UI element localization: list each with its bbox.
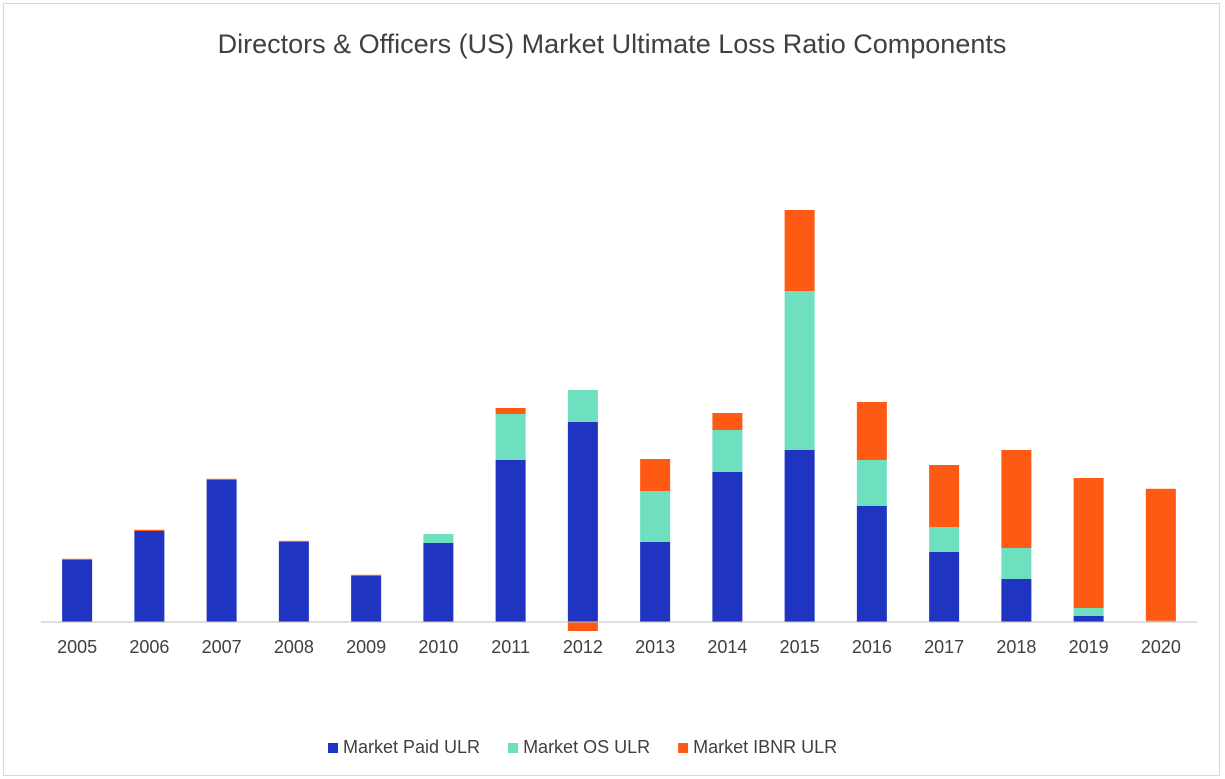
bar-segment bbox=[278, 540, 309, 542]
bar-segment bbox=[351, 574, 382, 576]
legend-label: Market IBNR ULR bbox=[693, 737, 837, 757]
bar-segment bbox=[1145, 488, 1176, 621]
bar-segment bbox=[495, 460, 526, 622]
bar-segment bbox=[134, 529, 165, 531]
x-tick-label: 2011 bbox=[491, 637, 530, 657]
x-tick-label: 2006 bbox=[129, 637, 169, 657]
x-tick-label: 2017 bbox=[924, 637, 964, 657]
x-tick-label: 2013 bbox=[635, 637, 675, 657]
bar-segment bbox=[495, 408, 526, 414]
bar-segment bbox=[567, 622, 598, 631]
bar-segment bbox=[929, 552, 960, 622]
bar-segment bbox=[1001, 450, 1032, 548]
bar-segment bbox=[1073, 478, 1104, 608]
x-tick-label: 2019 bbox=[1069, 637, 1109, 657]
bar-segment bbox=[1145, 620, 1176, 622]
bar-segment bbox=[784, 291, 815, 450]
legend-label: Market Paid ULR bbox=[343, 737, 480, 757]
x-tick-label: 2007 bbox=[202, 637, 242, 657]
x-tick-label: 2008 bbox=[274, 637, 314, 657]
bar-segment bbox=[495, 414, 526, 460]
legend-label: Market OS ULR bbox=[523, 737, 650, 757]
bar-segment bbox=[1001, 548, 1032, 579]
x-tick-label: 2015 bbox=[780, 637, 820, 657]
bar-segment bbox=[929, 465, 960, 527]
bar-segment bbox=[784, 210, 815, 291]
bar-segment bbox=[62, 558, 93, 560]
bar-segment bbox=[929, 527, 960, 552]
bar-segment bbox=[351, 576, 382, 622]
x-tick-label: 2014 bbox=[707, 637, 747, 657]
bar-segment bbox=[784, 450, 815, 622]
x-tick-label: 2009 bbox=[346, 637, 386, 657]
bar-segment bbox=[278, 542, 309, 622]
bar-segment bbox=[640, 491, 671, 542]
bar-segment bbox=[206, 478, 237, 480]
bar-segment bbox=[640, 542, 671, 622]
bar-segment bbox=[1073, 608, 1104, 616]
bar-segment bbox=[423, 534, 454, 543]
bar-segment bbox=[712, 472, 743, 622]
x-tick-label: 2010 bbox=[418, 637, 458, 657]
bar-segment bbox=[856, 402, 887, 460]
bar-segment bbox=[134, 531, 165, 622]
x-tick-label: 2012 bbox=[563, 637, 603, 657]
bar-segment bbox=[423, 543, 454, 622]
chart-title: Directors & Officers (US) Market Ultimat… bbox=[217, 29, 1007, 59]
x-tick-label: 2018 bbox=[996, 637, 1036, 657]
legend-swatch bbox=[678, 743, 689, 753]
x-tick-label: 2020 bbox=[1141, 637, 1181, 657]
bar-segment bbox=[567, 422, 598, 622]
x-tick-label: 2005 bbox=[57, 637, 97, 657]
x-tick-label: 2016 bbox=[852, 637, 892, 657]
bar-segment bbox=[62, 560, 93, 622]
bar-segment bbox=[1001, 579, 1032, 622]
bar-segment bbox=[712, 413, 743, 430]
bar-segment bbox=[712, 430, 743, 472]
legend-swatch bbox=[328, 743, 338, 753]
chart-frame bbox=[3, 3, 1220, 776]
bar-segment bbox=[567, 390, 598, 422]
bar-segment bbox=[856, 460, 887, 506]
bar-segment bbox=[856, 506, 887, 622]
bar-segment bbox=[640, 459, 671, 491]
legend-swatch bbox=[508, 743, 519, 753]
bar-segment bbox=[1073, 616, 1104, 622]
bar-segment bbox=[206, 480, 237, 622]
